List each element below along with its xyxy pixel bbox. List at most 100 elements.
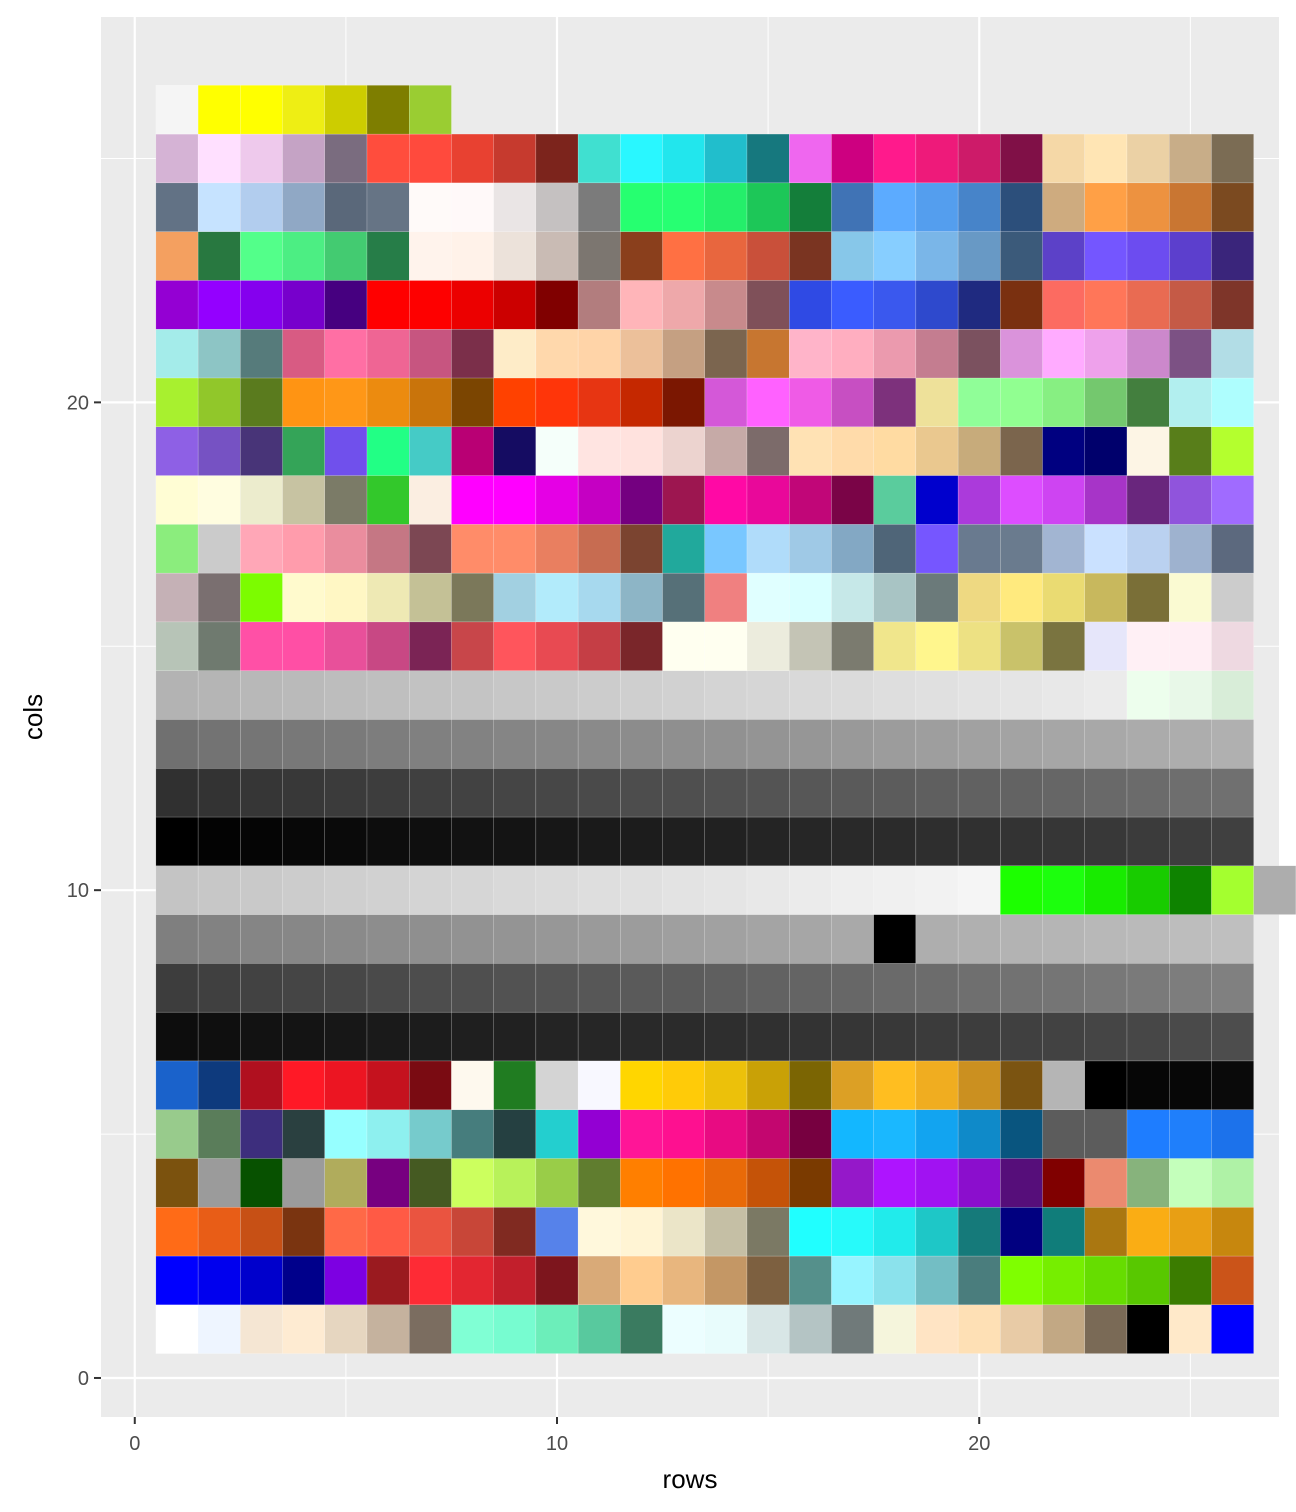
- heatmap-tile: [282, 377, 325, 427]
- heatmap-tile: [1126, 719, 1170, 769]
- heatmap-tile: [1042, 1011, 1085, 1062]
- heatmap-tile: [366, 768, 410, 818]
- heatmap-tile: [493, 377, 537, 427]
- heatmap-tile: [1084, 280, 1128, 330]
- heatmap-tile: [915, 768, 959, 818]
- heatmap-tile: [451, 1060, 494, 1110]
- heatmap-tile: [1169, 719, 1212, 769]
- heatmap-tile: [1169, 426, 1212, 476]
- heatmap-tile: [535, 963, 579, 1013]
- heatmap-tile: [662, 133, 705, 184]
- heatmap-tile: [577, 914, 621, 964]
- heatmap-tile: [240, 670, 283, 720]
- heatmap-tile: [704, 1109, 748, 1159]
- heatmap-tile: [577, 768, 621, 818]
- heatmap-tile: [324, 719, 368, 769]
- heatmap-tile: [577, 475, 621, 525]
- heatmap-tile: [1042, 426, 1085, 476]
- heatmap-tile: [409, 328, 452, 379]
- heatmap-tile: [957, 426, 1001, 476]
- heatmap-tile: [662, 865, 705, 915]
- heatmap-tile: [957, 1109, 1001, 1159]
- heatmap-tile: [282, 231, 325, 281]
- heatmap-tile: [197, 816, 241, 866]
- heatmap-tile: [577, 816, 621, 866]
- heatmap-tile: [831, 133, 874, 184]
- heatmap-tile: [535, 670, 579, 720]
- heatmap-tile: [704, 572, 748, 623]
- heatmap-tile: [704, 182, 748, 232]
- heatmap-tile: [493, 231, 537, 281]
- heatmap-tile: [1042, 231, 1085, 281]
- heatmap-tile: [1169, 621, 1212, 671]
- heatmap-tile: [915, 475, 959, 525]
- heatmap-tile: [662, 426, 705, 476]
- heatmap-tile: [493, 719, 537, 769]
- heatmap-tile: [409, 475, 452, 525]
- heatmap-tile: [409, 621, 452, 671]
- heatmap-tile: [493, 524, 537, 574]
- heatmap-tile: [1084, 621, 1128, 671]
- heatmap-tile: [746, 963, 790, 1013]
- heatmap-tile: [789, 133, 832, 184]
- heatmap-tile: [1000, 621, 1043, 671]
- heatmap-tile: [1000, 133, 1043, 184]
- heatmap-tile: [789, 1304, 832, 1354]
- heatmap-tile: [789, 1255, 832, 1306]
- heatmap-tile: [789, 1011, 832, 1062]
- heatmap-tile: [831, 328, 874, 379]
- heatmap-tile: [1169, 182, 1212, 232]
- heatmap-tile: [831, 377, 874, 427]
- heatmap-tile: [409, 670, 452, 720]
- heatmap-tile: [746, 1158, 790, 1208]
- heatmap-tile: [957, 133, 1001, 184]
- heatmap-tile: [240, 1060, 283, 1110]
- heatmap-tile: [1000, 182, 1043, 232]
- heatmap-tile: [535, 1207, 579, 1257]
- heatmap-tile: [704, 719, 748, 769]
- heatmap-tile: [915, 719, 959, 769]
- heatmap-tile: [831, 621, 874, 671]
- heatmap-tile: [1084, 572, 1128, 623]
- heatmap-tile: [1126, 1304, 1170, 1354]
- heatmap-tile: [1253, 865, 1296, 915]
- heatmap-tile: [1084, 914, 1128, 964]
- heatmap-tile: [1169, 670, 1212, 720]
- heatmap-tile: [324, 426, 368, 476]
- heatmap-tile: [620, 670, 663, 720]
- heatmap-tile: [1126, 1060, 1170, 1110]
- heatmap-tile: [155, 426, 199, 476]
- heatmap-tile: [409, 1158, 452, 1208]
- heatmap-tile: [789, 377, 832, 427]
- heatmap-tile: [1084, 426, 1128, 476]
- heatmap-tile: [1126, 865, 1170, 915]
- heatmap-tile: [451, 816, 494, 866]
- heatmap-tile: [789, 719, 832, 769]
- heatmap-tile: [577, 719, 621, 769]
- heatmap-tile: [451, 670, 494, 720]
- heatmap-tile: [240, 426, 283, 476]
- heatmap-tile: [1000, 1060, 1043, 1110]
- y-axis-title: cols: [18, 694, 48, 740]
- heatmap-tile: [1126, 475, 1170, 525]
- heatmap-tile: [1211, 865, 1254, 915]
- heatmap-tile: [282, 475, 325, 525]
- heatmap-tile: [366, 1011, 410, 1062]
- heatmap-tile: [535, 1109, 579, 1159]
- heatmap-tile: [451, 524, 494, 574]
- heatmap-tile: [746, 524, 790, 574]
- heatmap-tile: [197, 865, 241, 915]
- heatmap-tile: [197, 328, 241, 379]
- heatmap-tile: [873, 1060, 917, 1110]
- heatmap-tile: [831, 963, 874, 1013]
- heatmap-tile: [915, 865, 959, 915]
- heatmap-tile: [1126, 914, 1170, 964]
- heatmap-tile: [1169, 865, 1212, 915]
- heatmap-tile: [620, 1255, 663, 1306]
- heatmap-tile: [1000, 816, 1043, 866]
- heatmap-tile: [957, 182, 1001, 232]
- y-tick-label: 20: [67, 392, 89, 414]
- heatmap-tile: [155, 621, 199, 671]
- heatmap-tile: [1084, 816, 1128, 866]
- heatmap-tile: [662, 963, 705, 1013]
